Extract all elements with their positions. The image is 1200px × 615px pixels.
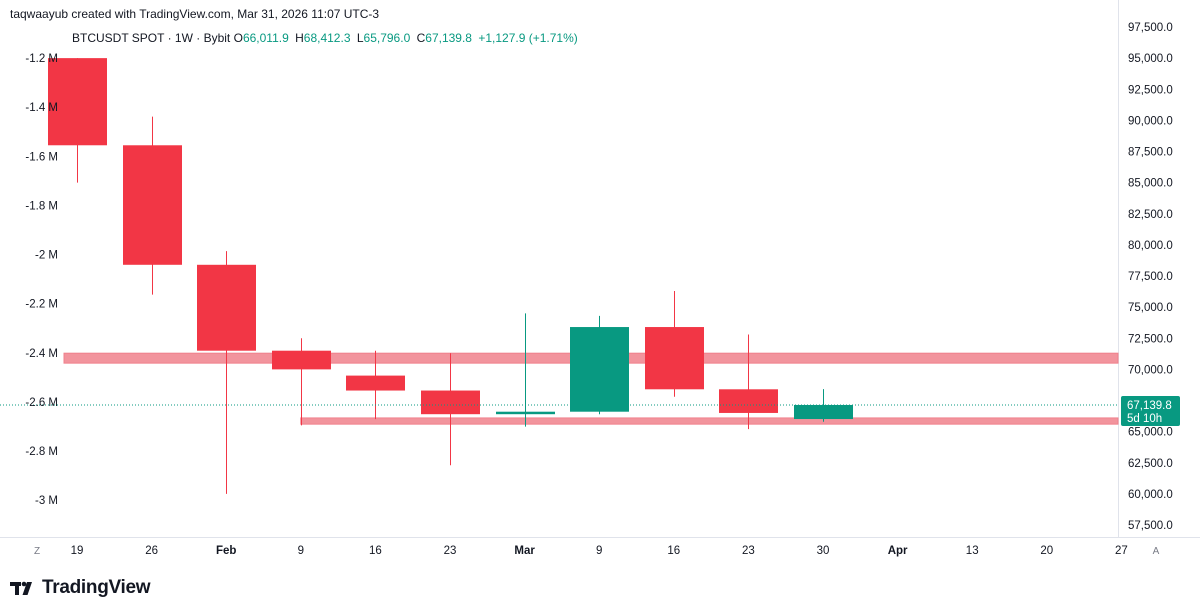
support-zone[interactable]	[300, 417, 1119, 425]
price-tick-label: 72,500.0	[1128, 333, 1173, 345]
time-tick-label: 23	[742, 545, 755, 557]
auto-scale-right-button[interactable]: A	[1153, 546, 1160, 557]
auto-scale-left-button[interactable]: Z	[34, 546, 40, 557]
time-tick-label: 23	[444, 545, 457, 557]
price-tick-label: 60,000.0	[1128, 489, 1173, 501]
candle-body	[346, 375, 405, 391]
time-tick-label: 13	[966, 545, 979, 557]
time-tick-label: Apr	[888, 545, 908, 557]
legend-open-label: O	[233, 31, 243, 45]
left-scale-tick-label: -1.2 M	[25, 53, 58, 65]
candle[interactable]	[272, 338, 331, 426]
left-scale-tick-label: -2.8 M	[25, 446, 58, 458]
candle[interactable]	[197, 251, 256, 494]
time-tick-label: 9	[596, 545, 602, 557]
legend-symbol: BTCUSDT SPOT · 1W · Bybit	[72, 31, 231, 45]
time-tick-label: 30	[817, 545, 830, 557]
legend-high-label: H	[295, 31, 304, 45]
legend-close-label: C	[416, 31, 426, 45]
candle[interactable]	[570, 315, 629, 415]
left-scale-tick-label: -1.8 M	[25, 200, 58, 212]
candle[interactable]	[421, 353, 480, 466]
time-tick-label: Feb	[216, 545, 236, 557]
price-tick-label: 90,000.0	[1128, 115, 1173, 127]
left-scale-tick-label: -1.4 M	[25, 102, 58, 114]
time-tick-label: 16	[667, 545, 680, 557]
chart-legend: BTCUSDT SPOT · 1W · Bybit O66,011.9 H68,…	[72, 31, 581, 45]
tradingview-logo[interactable]: TradingView	[10, 577, 151, 599]
candle[interactable]	[794, 389, 853, 422]
left-scale-tick-label: -2.4 M	[25, 348, 58, 360]
time-tick-label: Mar	[514, 545, 535, 557]
price-tick-label: 92,500.0	[1128, 84, 1173, 96]
tradingview-logo-icon	[10, 581, 32, 595]
price-tick-label: 80,000.0	[1128, 240, 1173, 252]
candle-body	[645, 327, 704, 390]
left-scale-tick-label: -1.6 M	[25, 151, 58, 163]
price-tick-label: 70,000.0	[1128, 364, 1173, 376]
price-tick-label: 65,000.0	[1128, 427, 1173, 439]
legend-low-value: 65,796.0	[363, 31, 411, 45]
legend-close-value: 67,139.8	[425, 31, 472, 45]
time-tick-label: 27	[1115, 545, 1128, 557]
candle-body	[272, 350, 331, 370]
price-tick-label: 87,500.0	[1128, 147, 1173, 159]
left-scale-tick-label: -3 M	[35, 495, 58, 507]
candle-body	[794, 404, 853, 420]
price-tick-label: 57,500.0	[1128, 520, 1173, 532]
last-price-badge	[1121, 395, 1180, 426]
candle[interactable]	[496, 313, 555, 427]
last-price-label: 67,139.8	[1127, 400, 1172, 412]
candle-body	[570, 327, 629, 412]
candle-body	[48, 58, 107, 146]
chart-credit: taqwaayub created with TradingView.com, …	[10, 7, 380, 21]
price-tick-label: 85,000.0	[1128, 178, 1173, 190]
candle-body	[496, 411, 555, 415]
left-scale-tick-label: -2.6 M	[25, 397, 58, 409]
time-tick-label: 16	[369, 545, 382, 557]
price-tick-label: 95,000.0	[1128, 53, 1173, 65]
price-tick-label: 62,500.0	[1128, 458, 1173, 470]
legend-high-value: 68,412.3	[303, 31, 351, 45]
tradingview-logo-text: TradingView	[42, 577, 151, 598]
candle-body	[421, 390, 480, 415]
left-scale-tick-label: -2 M	[35, 250, 58, 262]
time-tick-label: 20	[1040, 545, 1053, 557]
candle-body	[123, 145, 182, 265]
candle-body	[197, 264, 256, 351]
price-tick-label: 75,000.0	[1128, 302, 1173, 314]
time-tick-label: 26	[145, 545, 158, 557]
price-tick-label: 77,500.0	[1128, 271, 1173, 283]
time-tick-label: 19	[71, 545, 84, 557]
candle[interactable]	[123, 116, 182, 295]
candle[interactable]	[719, 334, 778, 430]
candle[interactable]	[48, 58, 107, 183]
bar-countdown-label: 5d 10h	[1127, 413, 1162, 425]
time-tick-label: 9	[298, 545, 304, 557]
price-tick-label: 97,500.0	[1128, 22, 1173, 34]
price-tick-label: 82,500.0	[1128, 209, 1173, 221]
legend-open-value: 66,011.9	[242, 31, 289, 45]
candle-body	[719, 389, 778, 413]
legend-low-label: L	[356, 31, 364, 45]
candle[interactable]	[346, 350, 405, 420]
legend-change: +1,127.9 (+1.71%)	[478, 31, 578, 45]
left-scale-tick-label: -2.2 M	[25, 299, 58, 311]
candle[interactable]	[645, 290, 704, 397]
